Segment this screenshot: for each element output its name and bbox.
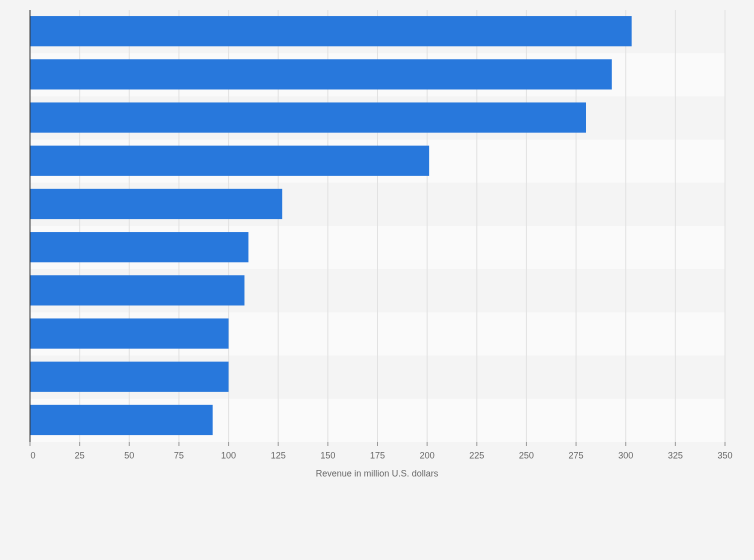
- x-tick-label: 0: [30, 450, 35, 460]
- x-tick-label: 250: [519, 450, 534, 460]
- x-axis-label: Revenue in million U.S. dollars: [316, 468, 439, 478]
- x-tick-label: 25: [75, 450, 85, 460]
- x-tick-label: 300: [618, 450, 633, 460]
- x-tick-label: 150: [320, 450, 335, 460]
- x-tick-label: 125: [271, 450, 286, 460]
- bar: [30, 188, 283, 220]
- x-tick-label: 50: [124, 450, 134, 460]
- bar: [30, 318, 229, 349]
- bar: [30, 275, 245, 306]
- bar: [30, 16, 632, 47]
- x-tick-label: 75: [174, 450, 184, 460]
- x-tick-label: 225: [469, 450, 484, 460]
- bar: [30, 102, 586, 133]
- x-tick-label: 350: [717, 450, 732, 460]
- x-tick-label: 200: [420, 450, 435, 460]
- x-tick-label: 325: [668, 450, 683, 460]
- x-tick-label: 175: [370, 450, 385, 460]
- x-tick-label: 100: [221, 450, 236, 460]
- bar: [30, 404, 213, 436]
- bar: [30, 361, 229, 392]
- bar: [30, 145, 430, 176]
- bar: [30, 59, 612, 90]
- bar: [30, 232, 249, 263]
- x-tick-label: 275: [569, 450, 584, 460]
